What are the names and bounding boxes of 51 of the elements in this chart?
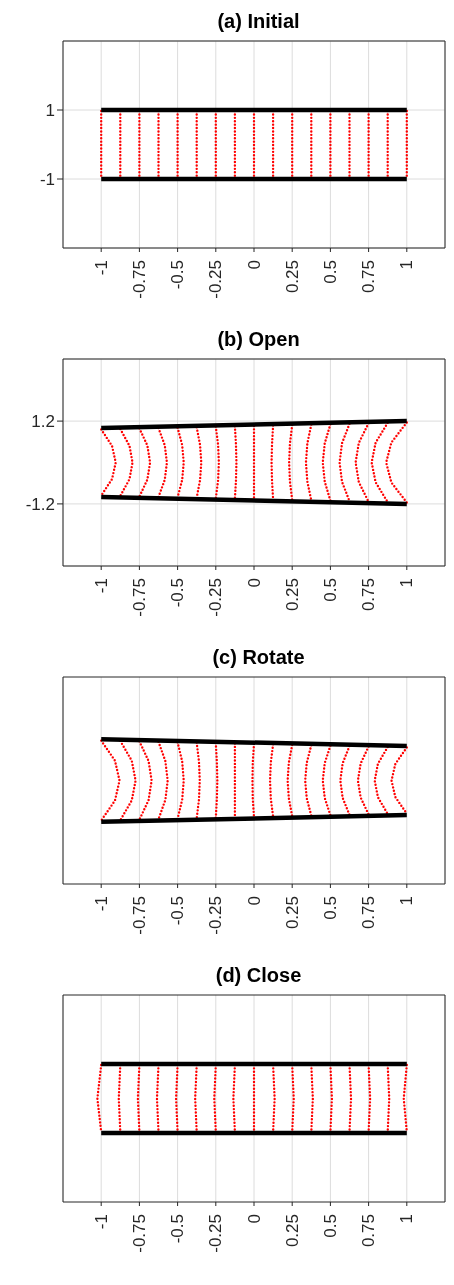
x-tick-label: 0.25 <box>282 578 302 612</box>
x-tick-label: -0.5 <box>168 260 188 290</box>
x-tick-label: -0.5 <box>168 578 188 608</box>
x-tick-label: -0.25 <box>206 1214 226 1253</box>
chart-title: (c) Rotate <box>211 645 306 670</box>
line-series <box>384 421 408 504</box>
x-tick-label: -0.75 <box>129 896 149 935</box>
x-tick-label: 0 <box>244 896 264 906</box>
x-tick-label: 0 <box>244 1214 264 1224</box>
x-tick-label: 0.5 <box>320 260 340 284</box>
line-series <box>100 428 117 497</box>
x-tick-label: 0.75 <box>359 896 379 930</box>
x-tick-label: -1 <box>91 1214 111 1230</box>
x-tick-label: 1 <box>397 1214 417 1224</box>
x-tick-label: 1 <box>397 578 417 588</box>
x-tick-label: 0.25 <box>282 1214 302 1248</box>
x-tick-label: 0.5 <box>320 578 340 602</box>
x-tick-label: 0 <box>244 260 264 270</box>
y-tick-label: -1 <box>39 170 55 190</box>
x-tick-label: 1 <box>397 896 417 906</box>
x-tick-label: -0.25 <box>206 578 226 617</box>
line-series <box>270 424 275 501</box>
y-tick-label: 1.2 <box>31 412 55 432</box>
line-series <box>138 427 152 498</box>
x-tick-label: -0.75 <box>129 1214 149 1253</box>
x-tick-label: -1 <box>91 260 111 276</box>
x-tick-label: -0.75 <box>129 578 149 617</box>
y-tick-label: 1 <box>45 101 55 121</box>
x-tick-label: -0.25 <box>206 896 226 935</box>
x-tick-label: 0 <box>244 578 264 588</box>
x-tick-label: -0.5 <box>168 1214 188 1244</box>
x-tick-label: 0.75 <box>359 1214 379 1248</box>
x-tick-label: 0.5 <box>320 1214 340 1238</box>
line-series <box>304 423 313 502</box>
y-tick-label: -1.2 <box>25 494 55 514</box>
x-tick-label: 0.25 <box>282 260 302 294</box>
x-tick-label: 0.5 <box>320 896 340 920</box>
x-tick-label: -0.75 <box>129 260 149 299</box>
x-tick-label: 1 <box>397 260 417 270</box>
line-series <box>321 423 332 502</box>
x-tick-label: 0.25 <box>282 896 302 930</box>
chart-title: (d) Close <box>214 963 303 988</box>
x-tick-label: -0.25 <box>206 260 226 299</box>
x-tick-label: -0.5 <box>168 896 188 926</box>
x-tick-label: -1 <box>91 896 111 912</box>
x-tick-label: 0.75 <box>359 260 379 294</box>
x-tick-label: -1 <box>91 578 111 594</box>
line-series <box>195 426 203 499</box>
x-tick-label: 0.75 <box>359 578 379 612</box>
chart-title: (a) Initial <box>216 9 301 34</box>
chart-title: (b) Open <box>216 327 301 352</box>
